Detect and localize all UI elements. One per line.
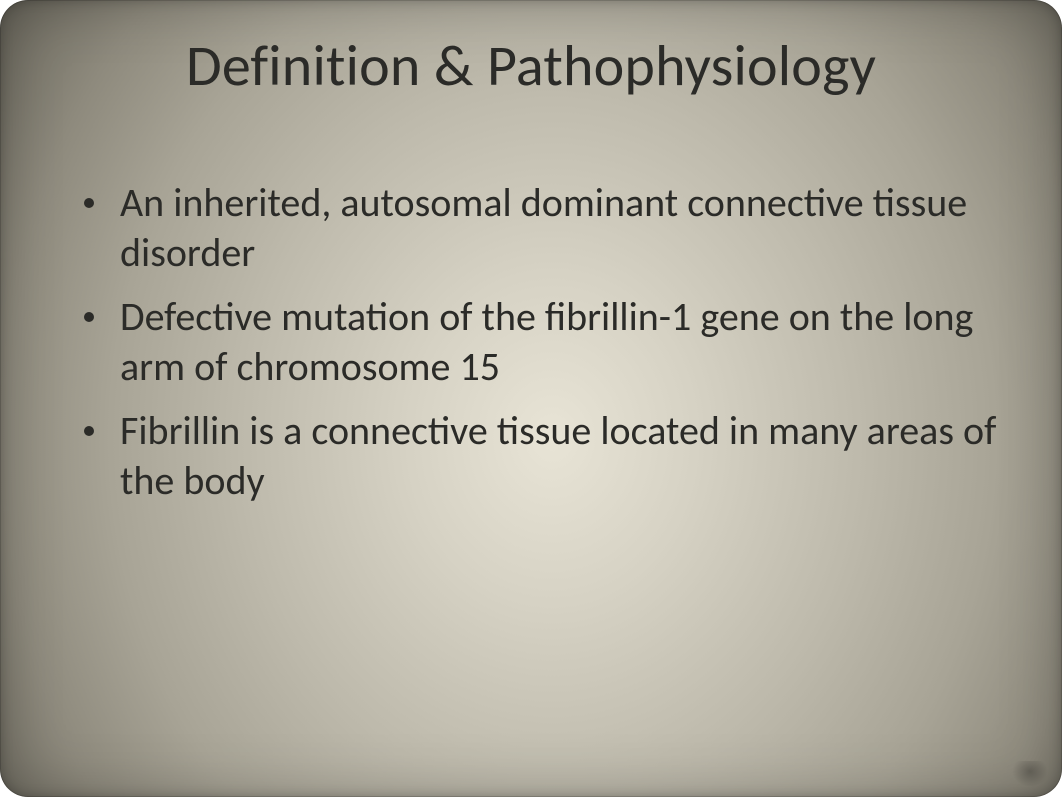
bullet-list: An inherited, autosomal dominant connect… — [78, 178, 1002, 506]
corner-shadow — [1012, 761, 1048, 787]
list-item: Defective mutation of the fibrillin-1 ge… — [78, 292, 1002, 392]
slide-content: An inherited, autosomal dominant connect… — [78, 178, 1002, 520]
list-item: An inherited, autosomal dominant connect… — [78, 178, 1002, 278]
list-item: Fibrillin is a connective tissue located… — [78, 406, 1002, 506]
slide-title: Definition & Pathophysiology — [0, 30, 1062, 101]
slide: Definition & Pathophysiology An inherite… — [0, 0, 1062, 797]
